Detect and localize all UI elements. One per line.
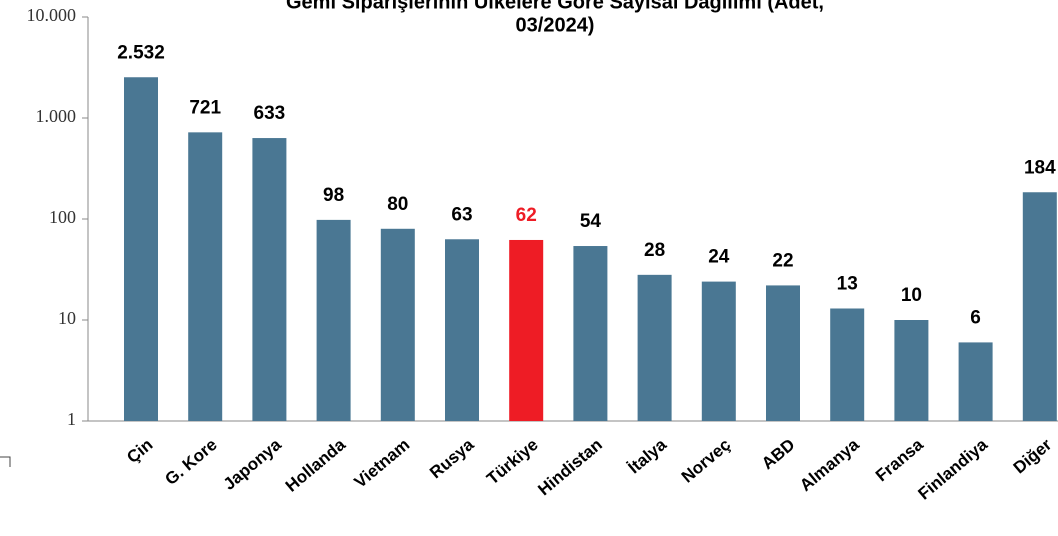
- bar: [637, 274, 672, 421]
- value-label: 63: [451, 204, 472, 225]
- x-tick-label: Diğer: [1010, 435, 1056, 478]
- x-tick-label: Japonya: [220, 435, 285, 494]
- x-tick-label: Çin: [123, 435, 156, 467]
- y-tick-label: 100: [49, 207, 76, 227]
- value-label: 633: [254, 103, 286, 124]
- value-label: 54: [580, 211, 602, 232]
- x-tick-label: Türkiye: [483, 435, 542, 488]
- value-label: 13: [837, 274, 858, 295]
- bar: [1022, 192, 1057, 421]
- x-tick-label: G. Kore: [161, 435, 220, 489]
- bar: [252, 138, 287, 421]
- x-tick-label: İtalya: [625, 435, 671, 478]
- y-tick-label: 1: [67, 409, 76, 429]
- bar: [509, 239, 544, 421]
- bar: [701, 281, 736, 421]
- x-tick-label: Finlandiya: [914, 435, 991, 504]
- value-label: 184: [1024, 157, 1056, 178]
- bar: [188, 132, 223, 421]
- x-tick-label: Almanya: [796, 435, 863, 495]
- x-tick-label: Rusya: [426, 435, 478, 483]
- bar: [830, 308, 865, 421]
- x-tick-label: Hindistan: [534, 435, 606, 499]
- x-tick-label: ABD: [758, 435, 798, 473]
- value-label: 80: [387, 194, 408, 215]
- chart-title: 03/2024): [516, 14, 595, 36]
- bar: [894, 320, 929, 421]
- bar: [316, 219, 351, 421]
- chart-title: Gemi Siparişlerinin Ülkelere Göre Sayısa…: [286, 0, 824, 13]
- value-label: 62: [516, 205, 537, 226]
- value-label: 2.532: [117, 42, 165, 63]
- decoration: [0, 456, 11, 467]
- x-tick-label: Hollanda: [282, 435, 350, 496]
- y-tick-label: 1.000: [36, 106, 77, 126]
- value-label: 6: [970, 307, 981, 328]
- value-label: 28: [644, 240, 665, 261]
- value-label: 22: [772, 250, 793, 271]
- value-label: 10: [901, 285, 922, 306]
- bar: [766, 285, 800, 421]
- x-tick-label: Norveç: [678, 435, 734, 487]
- bar: [573, 246, 608, 421]
- value-label: 721: [189, 97, 221, 118]
- bar: [380, 228, 415, 421]
- bar: [958, 342, 993, 421]
- bar: [124, 77, 158, 421]
- value-label: 98: [323, 185, 344, 206]
- x-tick-label: Fransa: [872, 435, 927, 486]
- y-tick-label: 10.000: [27, 5, 77, 25]
- y-tick-label: 10: [58, 308, 76, 328]
- bar: [445, 239, 479, 421]
- value-label: 24: [708, 247, 730, 268]
- x-tick-label: Vietnam: [351, 435, 414, 492]
